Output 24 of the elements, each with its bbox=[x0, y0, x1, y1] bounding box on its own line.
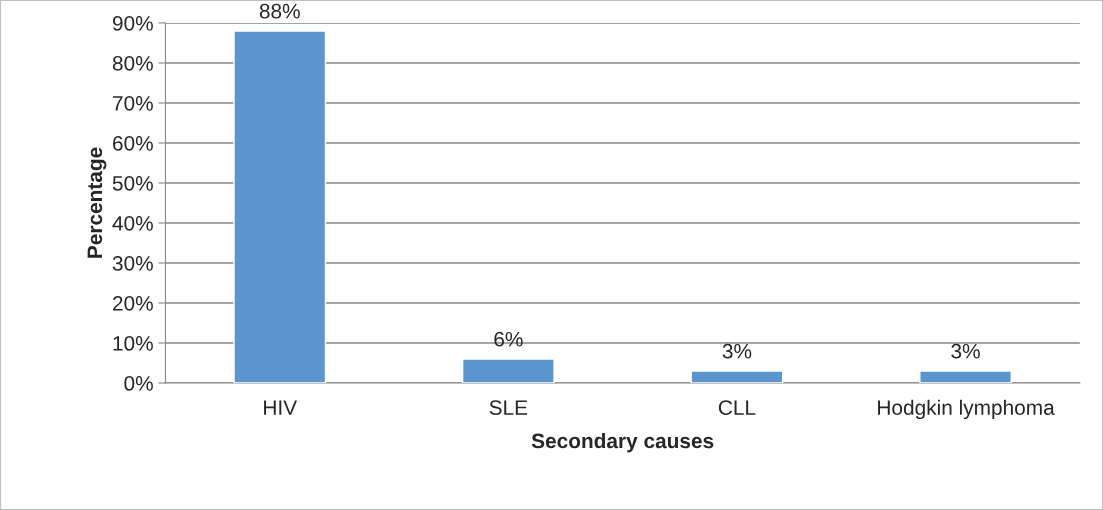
y-tick-label: 90% bbox=[112, 15, 153, 31]
bar bbox=[919, 370, 1012, 384]
data-label: 3% bbox=[951, 343, 980, 359]
y-tick-label: 20% bbox=[113, 296, 153, 311]
x-tick-label: HIV bbox=[264, 400, 298, 415]
y-tick-label: 10% bbox=[113, 336, 153, 351]
data-label: 88% bbox=[259, 3, 300, 19]
y-tick-label: 30% bbox=[112, 255, 153, 271]
x-axis-title: Secondary causes bbox=[531, 432, 714, 453]
y-tick-label: 0% bbox=[124, 376, 153, 391]
y-tick-label: 40% bbox=[112, 215, 153, 231]
data-label: 3% bbox=[722, 343, 752, 359]
x-tick-label: SLE bbox=[489, 400, 528, 415]
y-axis-title: Percentage bbox=[87, 147, 107, 258]
x-tick-label: Hodgkin lymphoma bbox=[878, 399, 1055, 420]
bar bbox=[690, 370, 784, 384]
bar bbox=[461, 358, 555, 384]
y-tick-label: 70% bbox=[113, 95, 153, 111]
y-tick-label: 60% bbox=[113, 135, 153, 151]
y-tick-label: 50% bbox=[112, 175, 153, 191]
x-tick-label: CLL bbox=[718, 400, 756, 415]
y-tick-label: 80% bbox=[112, 55, 153, 71]
bar bbox=[233, 30, 327, 384]
data-label: 6% bbox=[494, 331, 523, 347]
